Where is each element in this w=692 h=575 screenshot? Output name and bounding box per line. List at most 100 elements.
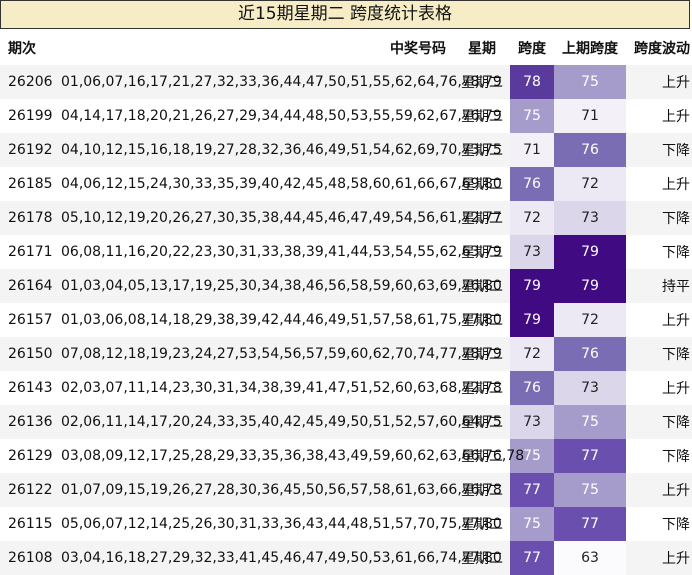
cell-issue: 26185 bbox=[0, 167, 56, 201]
header-weekday: 星期 bbox=[468, 41, 496, 57]
cell-issue: 26115 bbox=[0, 507, 56, 541]
cell-wave: 下降 bbox=[626, 507, 692, 541]
cell-span: 77 bbox=[510, 541, 554, 575]
table-row: 26115 05,06,07,12,14,25,26,30,31,33,36,43… bbox=[0, 507, 692, 541]
cell-issue: 26192 bbox=[0, 133, 56, 167]
cell-prev-span: 73 bbox=[554, 201, 626, 235]
cell-span: 79 bbox=[510, 303, 554, 337]
cell-weekday: 星期二 bbox=[454, 439, 510, 473]
cell-prev-span: 75 bbox=[554, 65, 626, 99]
cell-prev-span: 76 bbox=[554, 133, 626, 167]
cell-wave: 上升 bbox=[626, 303, 692, 337]
cell-issue: 26122 bbox=[0, 473, 56, 507]
cell-issue: 26178 bbox=[0, 201, 56, 235]
cell-prev-span: 75 bbox=[554, 405, 626, 439]
cell-numbers: 01,03,04,05,13,17,19,25,30,34,38,46,56,5… bbox=[56, 269, 502, 303]
cell-issue: 26143 bbox=[0, 371, 56, 405]
cell-span: 76 bbox=[510, 371, 554, 405]
cell-span: 71 bbox=[510, 133, 554, 167]
cell-prev-span: 75 bbox=[554, 473, 626, 507]
cell-wave: 上升 bbox=[626, 167, 692, 201]
cell-weekday: 星期二 bbox=[454, 303, 510, 337]
table-row: 26206 01,06,07,16,17,21,27,32,33,36,44,47… bbox=[0, 65, 692, 99]
cell-wave: 上升 bbox=[626, 65, 692, 99]
cell-numbers: 04,06,12,15,24,30,33,35,39,40,42,45,48,5… bbox=[56, 167, 502, 201]
cell-weekday: 星期二 bbox=[454, 337, 510, 371]
cell-weekday: 星期二 bbox=[454, 473, 510, 507]
table-row: 26178 05,10,12,19,20,26,27,30,35,38,44,45… bbox=[0, 201, 692, 235]
cell-issue: 26150 bbox=[0, 337, 56, 371]
cell-numbers: 01,07,09,15,19,26,27,28,30,36,45,50,56,5… bbox=[56, 473, 502, 507]
cell-numbers: 05,06,07,12,14,25,26,30,31,33,36,43,44,4… bbox=[56, 507, 502, 541]
cell-weekday: 星期二 bbox=[454, 269, 510, 303]
header-prev-span: 上期跨度 bbox=[562, 41, 618, 57]
cell-weekday: 星期二 bbox=[454, 133, 510, 167]
table-row: 26164 01,03,04,05,13,17,19,25,30,34,38,46… bbox=[0, 269, 692, 303]
cell-prev-span: 77 bbox=[554, 507, 626, 541]
cell-wave: 上升 bbox=[626, 371, 692, 405]
header-numbers: 中奖号码 bbox=[390, 41, 446, 57]
cell-prev-span: 76 bbox=[554, 337, 626, 371]
cell-numbers: 01,06,07,16,17,21,27,32,33,36,44,47,50,5… bbox=[56, 65, 502, 99]
cell-issue: 26136 bbox=[0, 405, 56, 439]
table-row: 26199 04,14,17,18,20,21,26,27,29,34,44,48… bbox=[0, 99, 692, 133]
cell-prev-span: 79 bbox=[554, 269, 626, 303]
table-row: 26157 01,03,06,08,14,18,29,38,39,42,44,46… bbox=[0, 303, 692, 337]
cell-weekday: 星期二 bbox=[454, 167, 510, 201]
cell-weekday: 星期二 bbox=[454, 235, 510, 269]
cell-issue: 26206 bbox=[0, 65, 56, 99]
cell-prev-span: 77 bbox=[554, 439, 626, 473]
cell-numbers: 04,10,12,15,16,18,19,27,28,32,36,46,49,5… bbox=[56, 133, 502, 167]
cell-issue: 26199 bbox=[0, 99, 56, 133]
header-wave: 跨度波动 bbox=[634, 41, 690, 57]
cell-span: 77 bbox=[510, 473, 554, 507]
cell-issue: 26164 bbox=[0, 269, 56, 303]
cell-issue: 26129 bbox=[0, 439, 56, 473]
table-row: 26171 06,08,11,16,20,22,23,30,31,33,38,39… bbox=[0, 235, 692, 269]
table-row: 26150 07,08,12,18,19,23,24,27,53,54,56,57… bbox=[0, 337, 692, 371]
cell-prev-span: 63 bbox=[554, 541, 626, 575]
cell-prev-span: 79 bbox=[554, 235, 626, 269]
cell-span: 73 bbox=[510, 235, 554, 269]
cell-prev-span: 72 bbox=[554, 167, 626, 201]
header-issue: 期次 bbox=[8, 41, 36, 57]
cell-numbers: 05,10,12,19,20,26,27,30,35,38,44,45,46,4… bbox=[56, 201, 502, 235]
cell-weekday: 星期二 bbox=[454, 405, 510, 439]
cell-numbers: 04,14,17,18,20,21,26,27,29,34,44,48,50,5… bbox=[56, 99, 502, 133]
cell-issue: 26108 bbox=[0, 541, 56, 575]
cell-wave: 下降 bbox=[626, 133, 692, 167]
table-body: 26206 01,06,07,16,17,21,27,32,33,36,44,47… bbox=[0, 65, 692, 575]
cell-span: 75 bbox=[510, 99, 554, 133]
cell-span: 76 bbox=[510, 167, 554, 201]
cell-wave: 下降 bbox=[626, 201, 692, 235]
table-row: 26122 01,07,09,15,19,26,27,28,30,36,45,50… bbox=[0, 473, 692, 507]
cell-numbers: 01,03,06,08,14,18,29,38,39,42,44,46,49,5… bbox=[56, 303, 502, 337]
cell-span: 75 bbox=[510, 507, 554, 541]
cell-prev-span: 73 bbox=[554, 371, 626, 405]
cell-numbers: 07,08,12,18,19,23,24,27,53,54,56,57,59,6… bbox=[56, 337, 502, 371]
cell-wave: 下降 bbox=[626, 235, 692, 269]
table-row: 26143 02,03,07,11,14,23,30,31,34,38,39,41… bbox=[0, 371, 692, 405]
cell-numbers: 02,06,11,14,17,20,24,33,35,40,42,45,49,5… bbox=[56, 405, 502, 439]
cell-wave: 上升 bbox=[626, 99, 692, 133]
cell-issue: 26157 bbox=[0, 303, 56, 337]
header-span: 跨度 bbox=[518, 41, 546, 57]
cell-span: 72 bbox=[510, 201, 554, 235]
table-row: 26185 04,06,12,15,24,30,33,35,39,40,42,45… bbox=[0, 167, 692, 201]
cell-span: 75 bbox=[510, 439, 554, 473]
table-row: 26136 02,06,11,14,17,20,24,33,35,40,42,45… bbox=[0, 405, 692, 439]
table-row: 26192 04,10,12,15,16,18,19,27,28,32,36,46… bbox=[0, 133, 692, 167]
cell-span: 72 bbox=[510, 337, 554, 371]
cell-numbers: 02,03,07,11,14,23,30,31,34,38,39,41,47,5… bbox=[56, 371, 502, 405]
table-title: 近15期星期二 跨度统计表格 bbox=[0, 0, 690, 29]
cell-weekday: 星期二 bbox=[454, 65, 510, 99]
cell-weekday: 星期二 bbox=[454, 371, 510, 405]
cell-issue: 26171 bbox=[0, 235, 56, 269]
cell-span: 78 bbox=[510, 65, 554, 99]
cell-weekday: 星期二 bbox=[454, 507, 510, 541]
cell-wave: 下降 bbox=[626, 405, 692, 439]
table-header-row: 期次 中奖号码 星期 跨度 上期跨度 跨度波动 bbox=[0, 31, 692, 65]
cell-span: 79 bbox=[510, 269, 554, 303]
cell-wave: 上升 bbox=[626, 473, 692, 507]
